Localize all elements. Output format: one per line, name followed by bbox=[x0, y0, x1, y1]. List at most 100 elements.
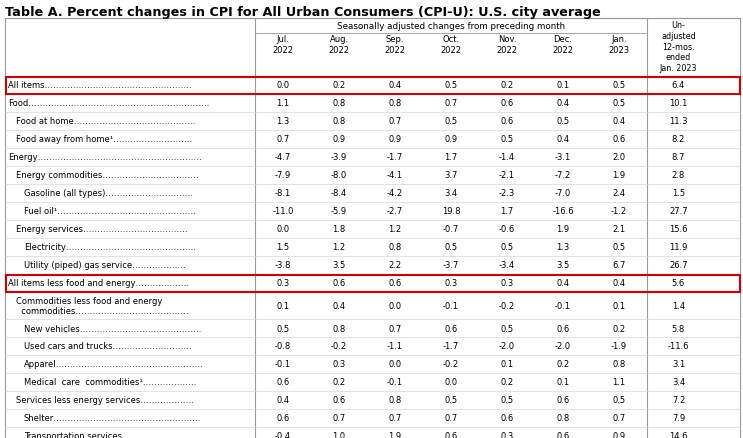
Text: 0.5: 0.5 bbox=[501, 243, 513, 252]
Text: 0.5: 0.5 bbox=[612, 99, 626, 108]
Text: -1.7: -1.7 bbox=[387, 153, 403, 162]
Text: -4.2: -4.2 bbox=[387, 189, 403, 198]
Text: 0.5: 0.5 bbox=[444, 243, 458, 252]
Text: -3.7: -3.7 bbox=[443, 261, 459, 270]
Text: -1.7: -1.7 bbox=[443, 342, 459, 351]
Text: 0.7: 0.7 bbox=[612, 413, 626, 423]
Text: 3.4: 3.4 bbox=[672, 378, 685, 387]
Text: 0.7: 0.7 bbox=[444, 99, 458, 108]
Text: 0.6: 0.6 bbox=[500, 99, 513, 108]
Text: 0.0: 0.0 bbox=[389, 301, 401, 310]
Text: Aug.
2022: Aug. 2022 bbox=[328, 35, 349, 55]
Text: 3.7: 3.7 bbox=[444, 171, 458, 180]
Text: 0.5: 0.5 bbox=[276, 324, 290, 333]
Text: 0.9: 0.9 bbox=[332, 135, 345, 144]
Text: 0.4: 0.4 bbox=[332, 301, 345, 310]
Text: 0.1: 0.1 bbox=[557, 378, 570, 387]
Text: Table A. Percent changes in CPI for All Urban Consumers (CPI-U): U.S. city avera: Table A. Percent changes in CPI for All … bbox=[5, 6, 601, 19]
Text: 2.1: 2.1 bbox=[612, 225, 626, 234]
Text: -4.7: -4.7 bbox=[275, 153, 291, 162]
Text: 2.4: 2.4 bbox=[612, 189, 626, 198]
Text: Energy commodities…………………………….: Energy commodities……………………………. bbox=[16, 171, 198, 180]
Text: 8.2: 8.2 bbox=[672, 135, 685, 144]
Text: Dec.
2022: Dec. 2022 bbox=[553, 35, 574, 55]
Text: -2.1: -2.1 bbox=[499, 171, 515, 180]
Text: 0.4: 0.4 bbox=[557, 279, 570, 288]
Text: Jul.
2022: Jul. 2022 bbox=[273, 35, 293, 55]
Text: 3.5: 3.5 bbox=[332, 261, 345, 270]
Text: Gasoline (all types)………………………….: Gasoline (all types)…………………………. bbox=[24, 189, 193, 198]
Text: 0.0: 0.0 bbox=[276, 225, 290, 234]
Text: Shelter…………………………………………….: Shelter……………………………………………. bbox=[24, 413, 201, 423]
Text: 0.6: 0.6 bbox=[276, 413, 290, 423]
Text: 0.1: 0.1 bbox=[501, 360, 513, 369]
Text: -7.0: -7.0 bbox=[555, 189, 571, 198]
Text: Electricity……………………………………….: Electricity………………………………………. bbox=[24, 243, 196, 252]
Text: 1.7: 1.7 bbox=[444, 153, 458, 162]
Text: 0.6: 0.6 bbox=[500, 117, 513, 126]
Text: 0.8: 0.8 bbox=[332, 99, 345, 108]
Text: -8.0: -8.0 bbox=[331, 171, 347, 180]
Text: Food away from home¹……………………….: Food away from home¹………………………. bbox=[16, 135, 192, 144]
Text: 0.8: 0.8 bbox=[332, 324, 345, 333]
Text: 0.6: 0.6 bbox=[389, 279, 402, 288]
Text: 1.0: 1.0 bbox=[332, 431, 345, 438]
Text: 1.9: 1.9 bbox=[557, 225, 570, 234]
Text: 0.8: 0.8 bbox=[389, 243, 402, 252]
Text: 1.4: 1.4 bbox=[672, 301, 685, 310]
Text: 2.2: 2.2 bbox=[389, 261, 401, 270]
Text: 0.4: 0.4 bbox=[557, 99, 570, 108]
Text: 0.2: 0.2 bbox=[501, 81, 513, 90]
Text: 0.4: 0.4 bbox=[276, 396, 290, 405]
Text: 0.6: 0.6 bbox=[500, 413, 513, 423]
Text: -5.9: -5.9 bbox=[331, 207, 347, 216]
Text: 0.5: 0.5 bbox=[612, 243, 626, 252]
Text: 1.3: 1.3 bbox=[276, 117, 290, 126]
Text: -1.2: -1.2 bbox=[611, 207, 627, 216]
Text: 0.0: 0.0 bbox=[276, 81, 290, 90]
Text: 0.8: 0.8 bbox=[332, 117, 345, 126]
Text: 0.1: 0.1 bbox=[557, 81, 570, 90]
Text: 1.9: 1.9 bbox=[389, 431, 401, 438]
Text: -0.6: -0.6 bbox=[499, 225, 515, 234]
Text: 0.3: 0.3 bbox=[332, 360, 345, 369]
Text: -0.2: -0.2 bbox=[499, 301, 515, 310]
Text: -2.7: -2.7 bbox=[387, 207, 403, 216]
Text: -0.4: -0.4 bbox=[275, 431, 291, 438]
Text: 0.4: 0.4 bbox=[612, 117, 626, 126]
Text: 0.3: 0.3 bbox=[500, 279, 513, 288]
Text: -2.0: -2.0 bbox=[555, 342, 571, 351]
Text: Services less energy services……………….: Services less energy services………………. bbox=[16, 396, 194, 405]
Text: Energy services……………………………….: Energy services………………………………. bbox=[16, 225, 188, 234]
Text: All items…………………………………………….: All items……………………………………………. bbox=[8, 81, 192, 90]
Text: 0.7: 0.7 bbox=[389, 413, 402, 423]
Text: Utility (piped) gas service……………….: Utility (piped) gas service………………. bbox=[24, 261, 186, 270]
Text: -3.1: -3.1 bbox=[555, 153, 571, 162]
Text: -0.1: -0.1 bbox=[275, 360, 291, 369]
Text: 0.5: 0.5 bbox=[444, 396, 458, 405]
Text: Sep.
2022: Sep. 2022 bbox=[384, 35, 406, 55]
Text: 1.2: 1.2 bbox=[389, 225, 401, 234]
Text: 1.8: 1.8 bbox=[332, 225, 345, 234]
Text: -16.6: -16.6 bbox=[552, 207, 574, 216]
Text: 2.0: 2.0 bbox=[612, 153, 626, 162]
Text: -0.2: -0.2 bbox=[331, 342, 347, 351]
Text: 5.6: 5.6 bbox=[672, 279, 685, 288]
Text: 0.1: 0.1 bbox=[276, 301, 290, 310]
Text: -0.7: -0.7 bbox=[443, 225, 459, 234]
Text: 7.2: 7.2 bbox=[672, 396, 685, 405]
Text: 3.1: 3.1 bbox=[672, 360, 685, 369]
Text: 1.9: 1.9 bbox=[612, 171, 626, 180]
Text: 6.7: 6.7 bbox=[612, 261, 626, 270]
Text: 27.7: 27.7 bbox=[669, 207, 688, 216]
Text: 0.2: 0.2 bbox=[557, 360, 570, 369]
Text: 1.3: 1.3 bbox=[557, 243, 570, 252]
Text: 0.7: 0.7 bbox=[276, 135, 290, 144]
Text: -0.1: -0.1 bbox=[387, 378, 403, 387]
Text: 0.7: 0.7 bbox=[332, 413, 345, 423]
Text: Commodities less food and energy
  commodities………………………………….: Commodities less food and energy commodi… bbox=[16, 296, 189, 315]
Text: 0.6: 0.6 bbox=[612, 135, 626, 144]
Text: 0.0: 0.0 bbox=[389, 360, 401, 369]
Text: 0.4: 0.4 bbox=[612, 279, 626, 288]
Text: 1.5: 1.5 bbox=[276, 243, 290, 252]
